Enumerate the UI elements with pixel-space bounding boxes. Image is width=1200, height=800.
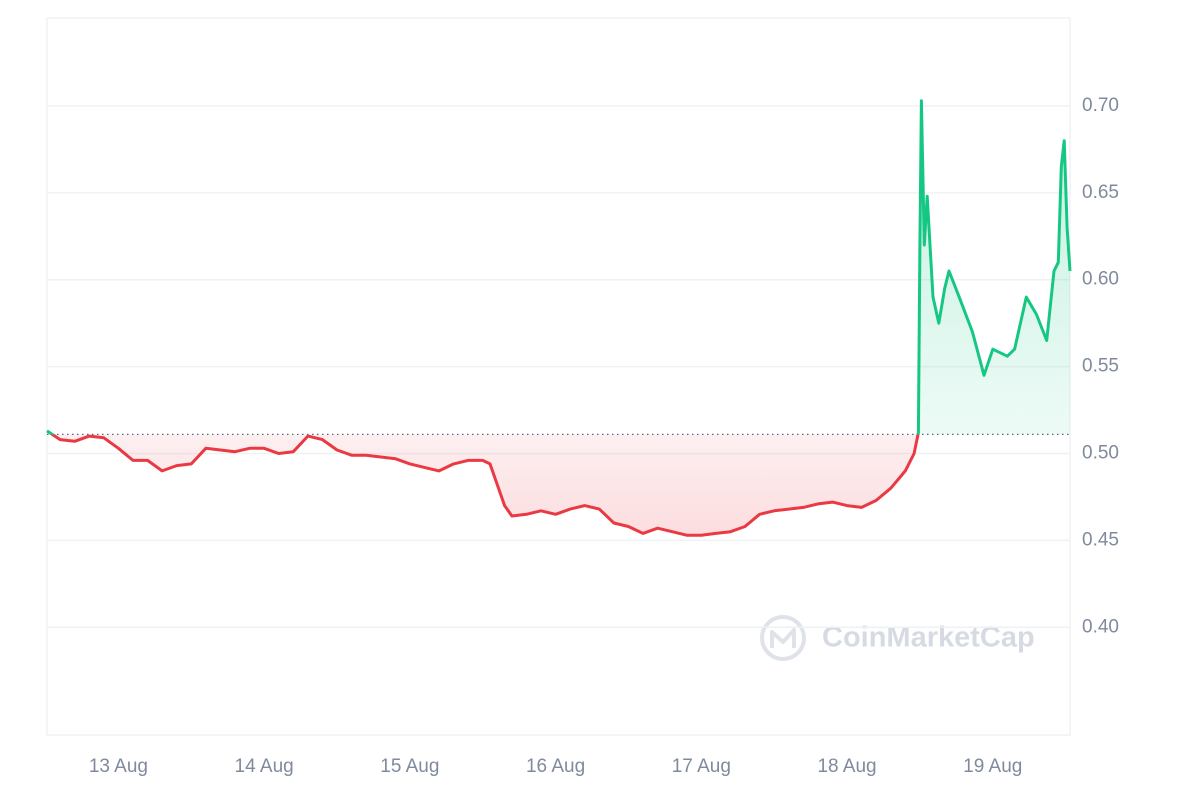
y-tick-label: 0.40 bbox=[1082, 616, 1119, 637]
area bbox=[47, 100, 1070, 536]
watermark: CoinMarketCap bbox=[822, 622, 1035, 654]
x-tick-label: 14 Aug bbox=[235, 756, 294, 777]
y-tick-label: 0.60 bbox=[1082, 269, 1119, 290]
y-tick-label: 0.70 bbox=[1082, 95, 1119, 116]
x-tick-label: 15 Aug bbox=[380, 756, 439, 777]
y-tick-label: 0.55 bbox=[1082, 356, 1119, 377]
watermark-logo bbox=[760, 615, 806, 661]
y-tick-label: 0.50 bbox=[1082, 442, 1119, 463]
x-tick-label: 19 Aug bbox=[963, 756, 1022, 777]
x-tick-label: 13 Aug bbox=[89, 756, 148, 777]
y-tick-label: 0.45 bbox=[1082, 529, 1119, 550]
price-line bbox=[46, 99, 1072, 537]
x-tick-label: 16 Aug bbox=[526, 756, 585, 777]
x-tick-label: 17 Aug bbox=[672, 756, 731, 777]
x-tick-label: 18 Aug bbox=[817, 756, 876, 777]
y-tick-label: 0.65 bbox=[1082, 182, 1119, 203]
